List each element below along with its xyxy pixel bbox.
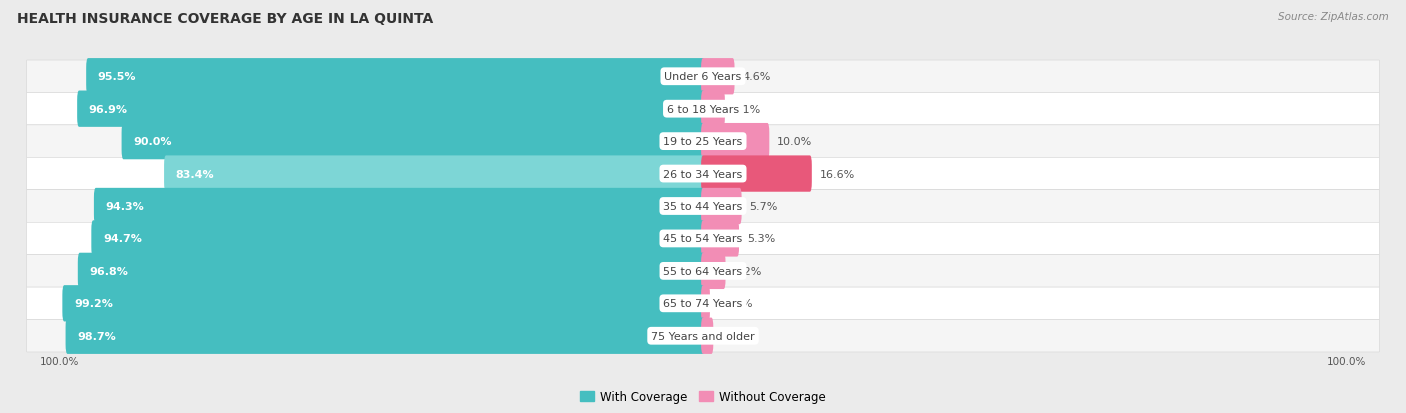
Text: 10.0%: 10.0% [778,137,813,147]
FancyBboxPatch shape [27,255,1379,287]
Text: 100.0%: 100.0% [1327,356,1367,366]
Text: 5.3%: 5.3% [747,234,775,244]
Text: 4.6%: 4.6% [742,72,770,82]
FancyBboxPatch shape [86,59,704,95]
Text: 96.8%: 96.8% [90,266,128,276]
FancyBboxPatch shape [62,285,704,322]
FancyBboxPatch shape [94,188,704,225]
FancyBboxPatch shape [27,93,1379,126]
Text: 90.0%: 90.0% [134,137,172,147]
Text: 19 to 25 Years: 19 to 25 Years [664,137,742,147]
FancyBboxPatch shape [77,91,704,128]
Legend: With Coverage, Without Coverage: With Coverage, Without Coverage [575,385,831,408]
FancyBboxPatch shape [702,123,769,160]
Text: 3.2%: 3.2% [734,266,762,276]
FancyBboxPatch shape [27,287,1379,320]
FancyBboxPatch shape [702,318,713,354]
Text: 75 Years and older: 75 Years and older [651,331,755,341]
Text: Source: ZipAtlas.com: Source: ZipAtlas.com [1278,12,1389,22]
Text: 96.9%: 96.9% [89,104,128,114]
FancyBboxPatch shape [702,156,811,192]
Text: 5.7%: 5.7% [749,202,778,211]
Text: 100.0%: 100.0% [39,356,79,366]
FancyBboxPatch shape [165,156,704,192]
FancyBboxPatch shape [27,61,1379,93]
Text: 98.7%: 98.7% [77,331,115,341]
FancyBboxPatch shape [702,221,740,257]
Text: 26 to 34 Years: 26 to 34 Years [664,169,742,179]
Text: HEALTH INSURANCE COVERAGE BY AGE IN LA QUINTA: HEALTH INSURANCE COVERAGE BY AGE IN LA Q… [17,12,433,26]
FancyBboxPatch shape [121,123,704,160]
Text: 95.5%: 95.5% [98,72,136,82]
FancyBboxPatch shape [27,158,1379,190]
FancyBboxPatch shape [27,190,1379,223]
Text: 16.6%: 16.6% [820,169,855,179]
Text: 6 to 18 Years: 6 to 18 Years [666,104,740,114]
FancyBboxPatch shape [702,188,741,225]
Text: 94.7%: 94.7% [103,234,142,244]
Text: 55 to 64 Years: 55 to 64 Years [664,266,742,276]
Text: 65 to 74 Years: 65 to 74 Years [664,299,742,309]
Text: 45 to 54 Years: 45 to 54 Years [664,234,742,244]
Text: 35 to 44 Years: 35 to 44 Years [664,202,742,211]
FancyBboxPatch shape [27,126,1379,158]
FancyBboxPatch shape [702,91,725,128]
Text: 1.3%: 1.3% [721,331,749,341]
FancyBboxPatch shape [91,221,704,257]
FancyBboxPatch shape [702,59,734,95]
Text: 83.4%: 83.4% [176,169,214,179]
FancyBboxPatch shape [702,253,725,290]
Text: 3.1%: 3.1% [733,104,761,114]
Text: 94.3%: 94.3% [105,202,145,211]
Text: 0.78%: 0.78% [717,299,754,309]
FancyBboxPatch shape [702,285,710,322]
FancyBboxPatch shape [66,318,704,354]
FancyBboxPatch shape [77,253,704,290]
FancyBboxPatch shape [27,320,1379,352]
Text: 99.2%: 99.2% [75,299,112,309]
FancyBboxPatch shape [27,223,1379,255]
Text: Under 6 Years: Under 6 Years [665,72,741,82]
